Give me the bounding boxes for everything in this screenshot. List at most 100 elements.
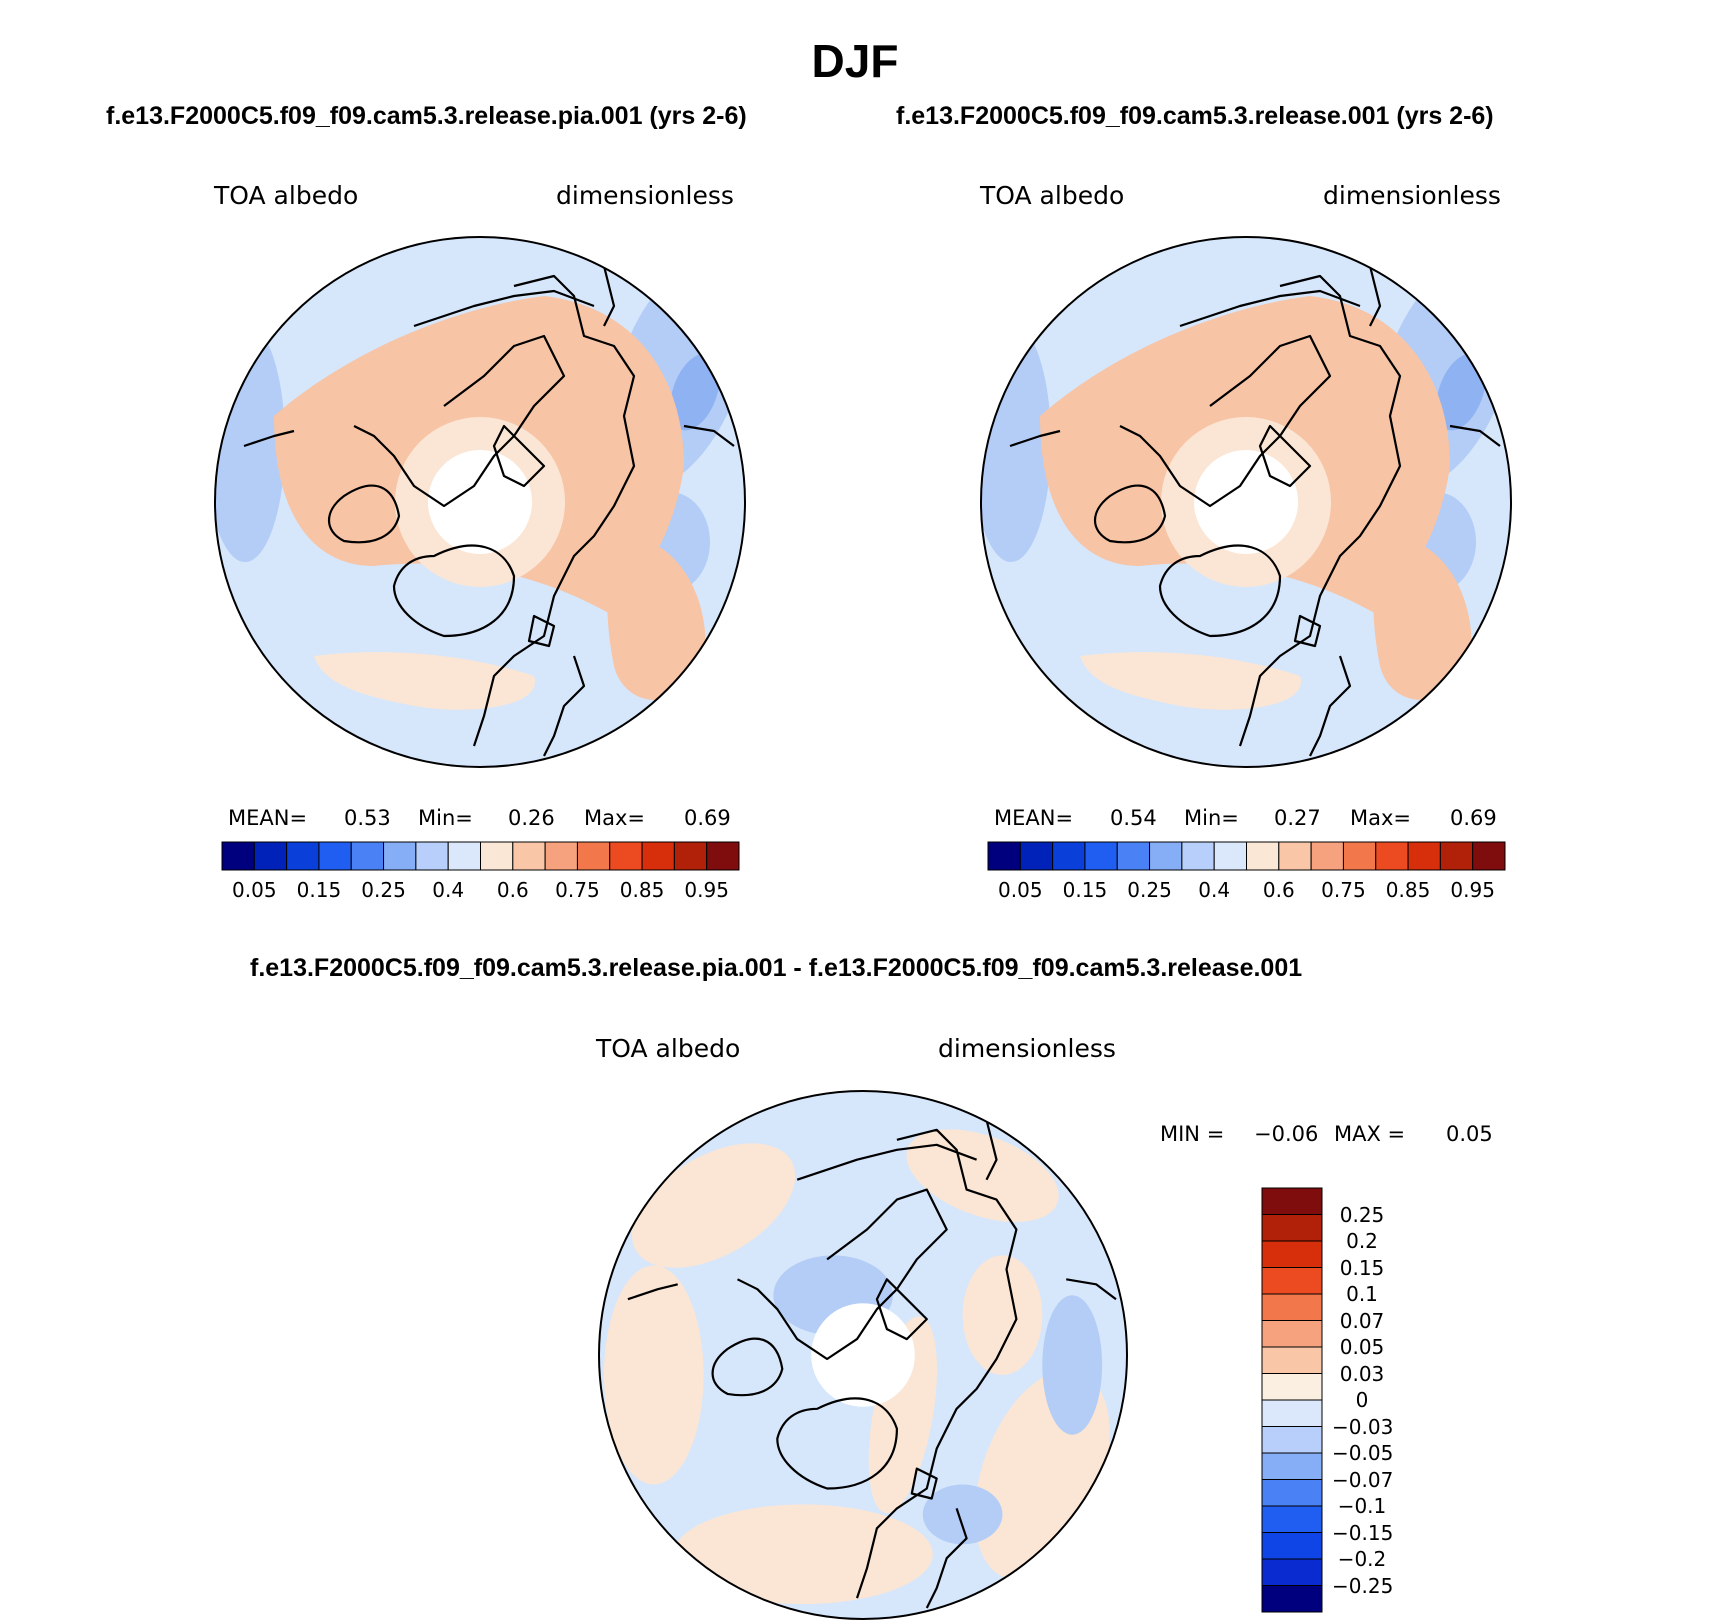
colorbar-tick-label: 0.25 [361,878,406,902]
colorbar-tick-label: −0.1 [1337,1494,1387,1518]
colorbar-tick-label: 0.85 [619,878,665,902]
colorbar-swatch [1149,841,1183,871]
colorbar-tick-label: −0.07 [1332,1467,1394,1492]
left-min-label: Min= [418,806,473,830]
colorbar-tick-label: −0.25 [1332,1573,1394,1598]
diff-min-label: MIN = [1160,1122,1225,1146]
diff-polar-map [598,1090,1128,1620]
colorbar-swatch [1261,1293,1323,1321]
colorbar-swatch [383,841,417,871]
colorbar-swatch [1472,841,1506,871]
colorbar-swatch [1019,841,1054,871]
colorbar-tick-label: 0.1 [1346,1282,1378,1306]
left-min-value: 0.26 [508,806,555,830]
colorbar-swatch [1261,1585,1323,1613]
left-variable-label: TOA albedo [214,181,359,210]
colorbar-swatch [1261,1399,1323,1427]
colorbar-swatch [318,841,352,871]
diff-max-label: MAX = [1334,1122,1406,1146]
colorbar-tick-label: 0.15 [296,878,342,902]
colorbar-swatch [576,841,611,871]
colorbar-swatch [673,841,708,871]
colorbar-swatch [1439,841,1474,871]
left-case-title: f.e13.F2000C5.f09_f09.cam5.3.release.pia… [106,102,747,130]
colorbar-swatch [1261,1479,1323,1507]
colorbar-tick-label: 0.25 [1339,1202,1385,1227]
colorbar-swatch [1261,1373,1323,1401]
colorbar-tick-label: −0.15 [1332,1520,1394,1545]
colorbar-tick-label: 0.4 [432,878,465,902]
colorbar-tick-label: 0.2 [1346,1229,1378,1253]
colorbar-swatch [1116,841,1151,871]
diff-max-value: 0.05 [1446,1122,1493,1146]
left-mean-value: 0.53 [344,806,391,830]
colorbar-tick-label: 0.25 [1127,878,1172,902]
colorbar-swatch [1246,841,1280,871]
diff-variable-label: TOA albedo [596,1034,741,1063]
colorbar-swatch [1375,841,1409,871]
colorbar-swatch [544,841,578,871]
left-max-label: Max= [584,806,646,830]
colorbar-tick-label: 0.6 [1262,878,1295,902]
right-units-label: dimensionless [1323,181,1501,210]
colorbar-swatch [641,841,675,871]
colorbar-swatch [1084,841,1118,871]
colorbar-swatch [415,841,449,871]
colorbar-swatch [1278,841,1312,871]
right-colorbar [987,841,1506,871]
colorbar-tick-label: 0.07 [1339,1308,1385,1333]
colorbar-tick-label: 0.75 [1321,878,1366,902]
colorbar-tick-label: 0.03 [1339,1361,1385,1386]
colorbar-tick-label: 0.05 [1339,1335,1385,1359]
colorbar-tick-label: −0.2 [1337,1547,1387,1571]
colorbar-tick-label: 0.85 [1385,878,1431,902]
colorbar-swatch [447,841,481,871]
diff-min-value: −0.06 [1254,1122,1319,1146]
right-max-value: 0.69 [1450,806,1497,830]
diff-case-title: f.e13.F2000C5.f09_f09.cam5.3.release.pia… [250,954,1303,982]
colorbar-swatch [1261,1240,1323,1268]
right-mean-label: MEAN= [994,806,1074,830]
colorbar-swatch [350,841,385,871]
colorbar-tick-label: 0.75 [555,878,600,902]
colorbar-swatch [1261,1267,1323,1295]
right-mean-value: 0.54 [1110,806,1157,830]
left-polar-map [214,236,746,768]
right-polar-map [980,236,1512,768]
colorbar-swatch [1261,1452,1323,1480]
colorbar-swatch [512,841,546,871]
colorbar-tick-label: 0.15 [1339,1255,1385,1280]
colorbar-swatch [1261,1346,1323,1374]
colorbar-tick-label: −0.03 [1332,1414,1394,1439]
left-colorbar [221,841,740,871]
colorbar-tick-label: 0.15 [1062,878,1108,902]
colorbar-swatch [706,841,740,871]
colorbar-tick-label: 0.05 [998,878,1043,902]
right-max-label: Max= [1350,806,1412,830]
left-units-label: dimensionless [556,181,734,210]
left-max-value: 0.69 [684,806,731,830]
colorbar-swatch [1261,1214,1323,1242]
colorbar-swatch [1342,841,1377,871]
colorbar-swatch [987,841,1021,871]
colorbar-swatch [609,841,643,871]
right-case-title: f.e13.F2000C5.f09_f09.cam5.3.release.001… [896,102,1494,130]
colorbar-swatch [480,841,514,871]
colorbar-swatch [1052,841,1086,871]
colorbar-swatch [1181,841,1215,871]
colorbar-swatch [1261,1320,1323,1348]
colorbar-swatch [1261,1532,1323,1560]
colorbar-swatch [286,841,320,871]
colorbar-tick-label: 0 [1355,1388,1369,1412]
right-min-value: 0.27 [1274,806,1321,830]
colorbar-swatch [221,841,255,871]
colorbar-tick-label: 0.05 [232,878,277,902]
figure-title: DJF [811,35,899,87]
colorbar-tick-label: 0.4 [1198,878,1231,902]
right-min-label: Min= [1184,806,1239,830]
colorbar-swatch [1407,841,1441,871]
colorbar-tick-label: 0.6 [496,878,529,902]
colorbar-tick-label: 0.95 [684,878,729,902]
left-mean-label: MEAN= [228,806,308,830]
colorbar-tick-label: −0.05 [1332,1441,1394,1465]
